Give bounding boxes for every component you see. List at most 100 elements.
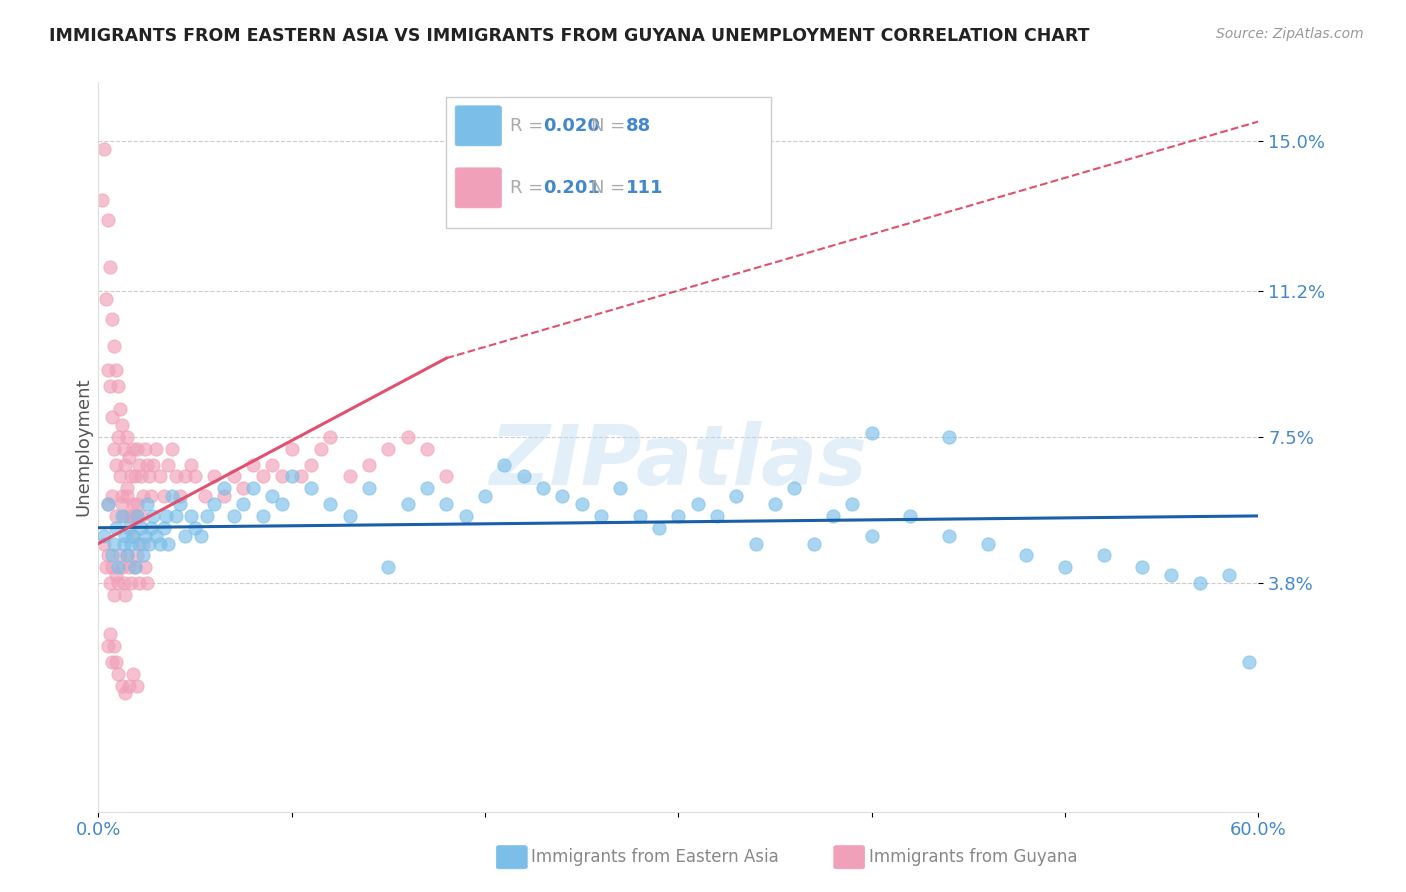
Point — [138, 536, 160, 550]
Point — [169, 497, 191, 511]
Point — [111, 679, 132, 693]
Point — [232, 497, 254, 511]
Point — [204, 497, 226, 511]
Point — [271, 497, 294, 511]
Point — [803, 536, 825, 550]
Y-axis label: Unemployment: Unemployment — [75, 377, 93, 516]
Point — [359, 458, 381, 472]
Point — [134, 560, 156, 574]
Point — [93, 142, 115, 156]
Point — [783, 481, 806, 495]
Point — [160, 489, 183, 503]
Text: IMMIGRANTS FROM EASTERN ASIA VS IMMIGRANTS FROM GUYANA UNEMPLOYMENT CORRELATION : IMMIGRANTS FROM EASTERN ASIA VS IMMIGRAN… — [49, 27, 1090, 45]
Point — [222, 469, 245, 483]
Point — [127, 508, 149, 523]
Point — [107, 378, 129, 392]
Point — [108, 469, 131, 483]
Point — [174, 469, 197, 483]
Point — [132, 549, 155, 563]
Point — [174, 528, 197, 542]
Point — [204, 469, 226, 483]
Point — [111, 508, 132, 523]
Point — [396, 430, 419, 444]
Point — [101, 655, 124, 669]
Point — [134, 442, 156, 456]
Point — [124, 560, 146, 574]
Point — [252, 508, 274, 523]
Point — [97, 549, 120, 563]
Point — [117, 549, 139, 563]
Point — [122, 442, 145, 456]
Point — [1189, 576, 1212, 591]
Point — [129, 469, 152, 483]
Point — [135, 576, 157, 591]
Point — [184, 469, 207, 483]
Point — [122, 528, 145, 542]
Point — [111, 418, 132, 433]
Point — [97, 497, 120, 511]
Point — [180, 508, 202, 523]
Point — [416, 442, 439, 456]
Point — [122, 508, 145, 523]
Point — [118, 521, 141, 535]
Point — [290, 469, 312, 483]
Point — [271, 469, 294, 483]
Point — [396, 497, 419, 511]
Point — [252, 469, 274, 483]
Point — [124, 469, 146, 483]
Point — [127, 497, 149, 511]
Text: N =: N = — [592, 179, 631, 197]
Point — [416, 481, 439, 495]
Point — [97, 639, 120, 653]
Point — [103, 639, 125, 653]
Point — [117, 549, 139, 563]
Point — [1237, 655, 1260, 669]
Point — [104, 568, 127, 582]
Point — [494, 458, 516, 472]
Point — [122, 528, 145, 542]
Point — [309, 442, 332, 456]
Point — [281, 469, 304, 483]
Point — [104, 458, 127, 472]
Point — [118, 679, 141, 693]
Point — [107, 576, 129, 591]
Point — [107, 666, 129, 681]
Point — [860, 528, 883, 542]
Point — [104, 655, 127, 669]
Point — [977, 536, 1000, 550]
Point — [120, 469, 142, 483]
Point — [1132, 560, 1154, 574]
Point — [118, 450, 141, 464]
Point — [112, 442, 135, 456]
Point — [128, 458, 150, 472]
Point — [129, 521, 152, 535]
Point — [98, 378, 121, 392]
Point — [377, 560, 399, 574]
Point — [262, 489, 284, 503]
Point — [319, 430, 342, 444]
Point — [149, 536, 172, 550]
Point — [938, 430, 960, 444]
Point — [96, 292, 118, 306]
Point — [103, 339, 125, 353]
Point — [111, 497, 132, 511]
Point — [107, 560, 129, 574]
Point — [111, 489, 132, 503]
Point — [145, 442, 167, 456]
Point — [157, 536, 180, 550]
Text: 88: 88 — [626, 117, 651, 135]
Point — [134, 528, 156, 542]
Point — [591, 508, 613, 523]
Point — [149, 469, 172, 483]
Point — [108, 402, 131, 417]
Point — [101, 549, 124, 563]
Point — [112, 508, 135, 523]
Point — [212, 481, 235, 495]
Point — [104, 363, 127, 377]
Point — [127, 442, 149, 456]
Point — [1218, 568, 1240, 582]
Text: 111: 111 — [626, 179, 664, 197]
Point — [112, 576, 135, 591]
Point — [97, 497, 120, 511]
Point — [114, 528, 136, 542]
